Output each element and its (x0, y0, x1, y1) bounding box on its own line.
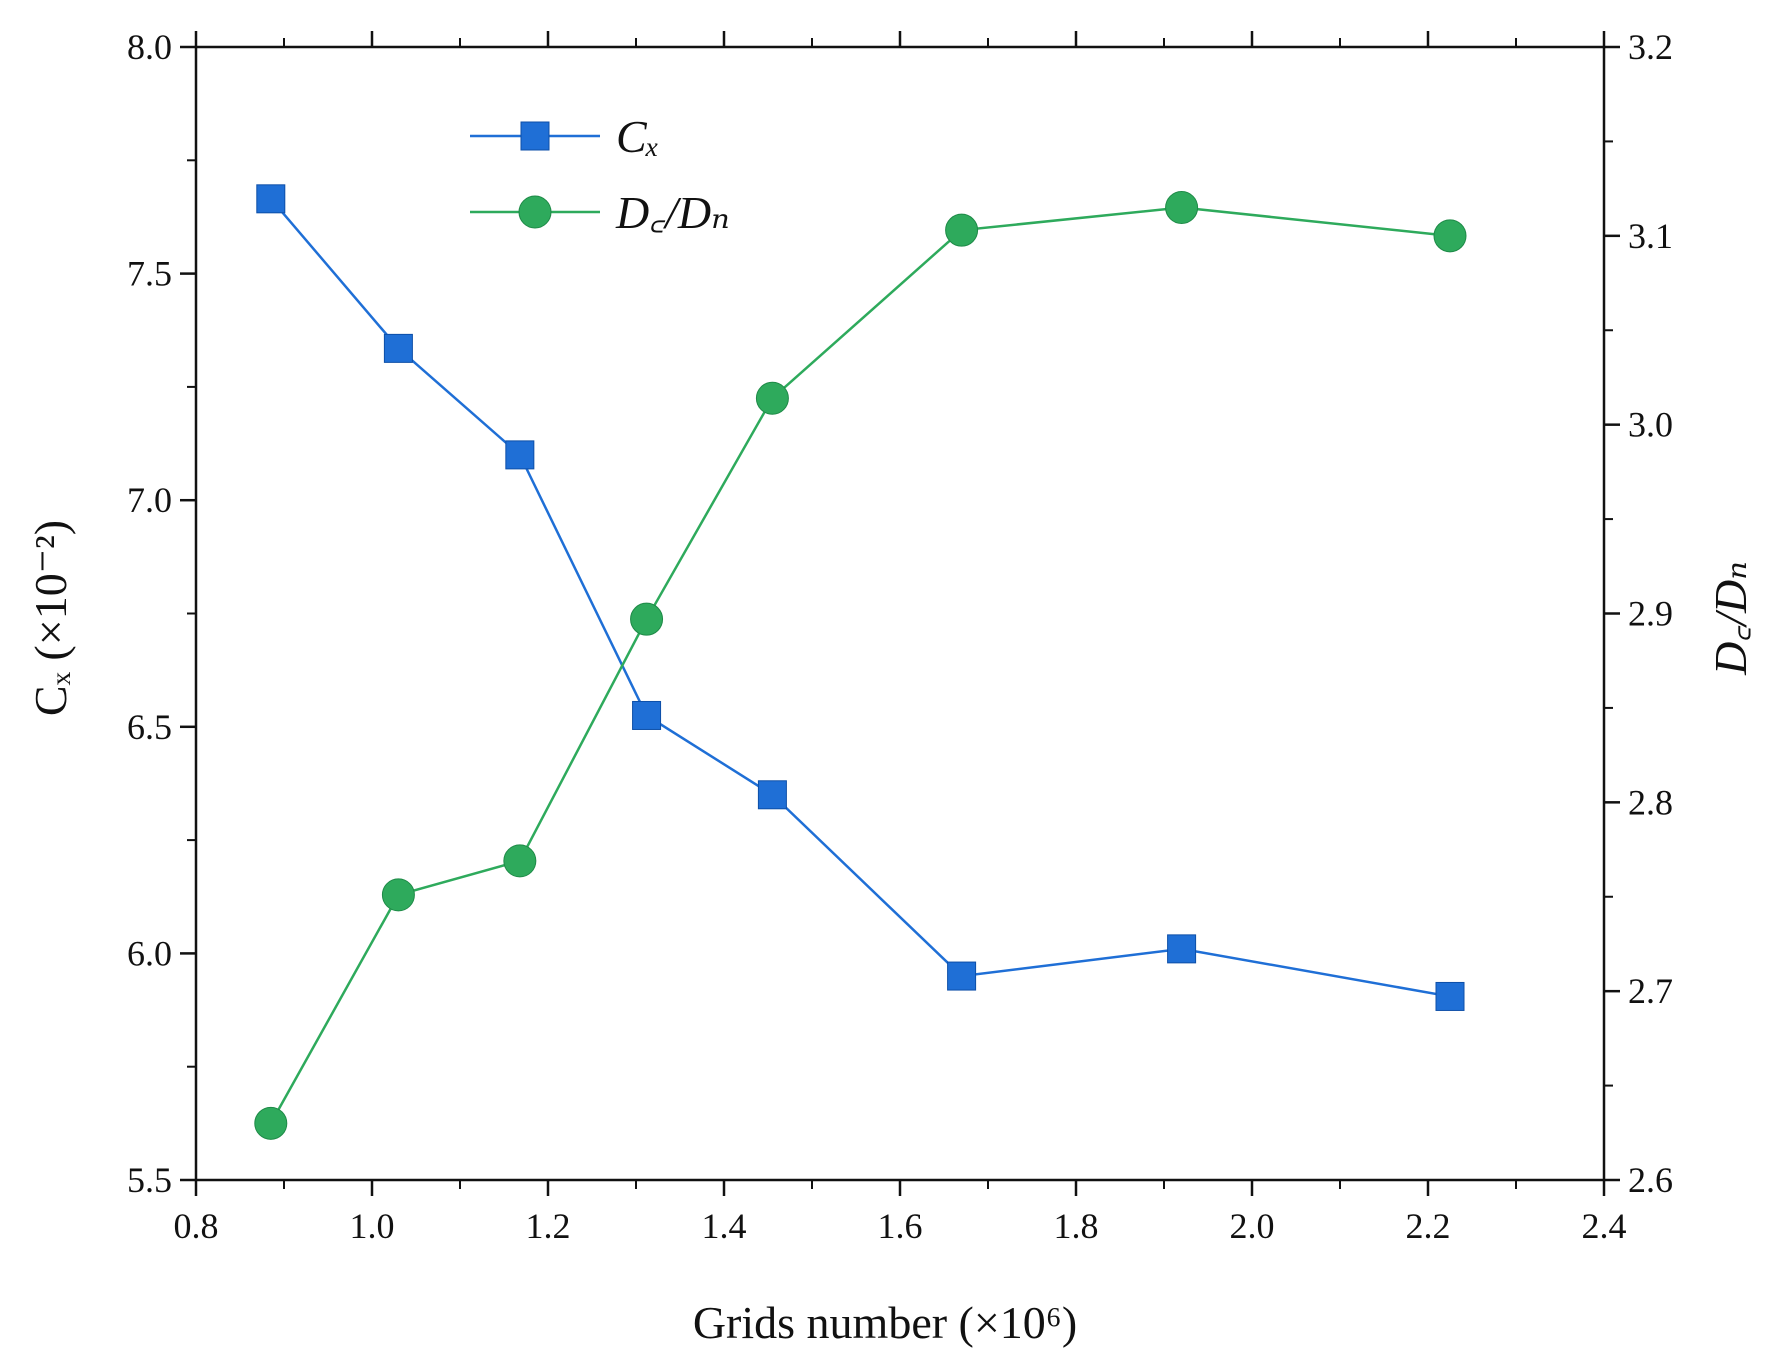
data-point-circle (1433, 219, 1467, 253)
data-point-circle (1165, 191, 1199, 225)
data-point-circle (503, 844, 537, 878)
data-point-circle (381, 878, 415, 912)
y-right-tick-label: 2.7 (1628, 971, 1673, 1011)
x-axis-title: Grids number (×10⁶) (693, 1297, 1077, 1348)
data-point-square (505, 440, 535, 470)
x-tick-label: 1.8 (1054, 1206, 1099, 1246)
legend-item-dc-dn: D꜀/Dₙ (470, 187, 730, 238)
y-right-tick-label: 3.0 (1628, 405, 1673, 445)
legend-label: Cₓ (616, 111, 660, 162)
y-left-tick-label: 7.5 (127, 254, 172, 294)
series-cx (256, 184, 1465, 1011)
x-tick-label: 1.4 (702, 1206, 747, 1246)
y-right-tick-label: 3.2 (1628, 27, 1673, 67)
x-tick-label: 1.2 (526, 1206, 571, 1246)
data-point-square (947, 961, 977, 991)
y-left-tick-label: 5.5 (127, 1160, 172, 1200)
x-tick-label: 2.2 (1406, 1206, 1451, 1246)
data-point-circle (755, 381, 789, 415)
x-tick-label: 2.0 (1230, 1206, 1275, 1246)
data-point-circle (254, 1106, 288, 1140)
x-tick-label: 0.8 (174, 1206, 219, 1246)
plot-frame (194, 45, 1606, 1182)
y-left-tick-label: 7.0 (127, 480, 172, 520)
axes-layer: 0.8 1.0 1.2 1.4 1.6 1.8 2.0 2.2 2.4 5.5 6.0 6.5 7.0 7… (127, 27, 1673, 1246)
x-tick-label: 2.4 (1582, 1206, 1627, 1246)
y-left-axis-title: Cₓ (×10⁻²) (25, 520, 76, 716)
data-point-square (632, 700, 662, 730)
legend: Cₓ D꜀/Dₙ (470, 111, 730, 238)
y-right-tick-label: 2.6 (1628, 1160, 1673, 1200)
data-point-square (1167, 934, 1197, 964)
y-left-tick-label: 8.0 (127, 27, 172, 67)
data-point-circle (945, 213, 979, 247)
x-tick-label: 1.6 (878, 1206, 923, 1246)
data-point-square (757, 780, 787, 810)
series-line (269, 198, 1451, 998)
x-tick-label: 1.0 (350, 1206, 395, 1246)
series-dc-dn (254, 191, 1467, 1140)
y-left-tick-label: 6.5 (127, 707, 172, 747)
data-point-square (256, 184, 286, 214)
legend-item-cx: Cₓ (470, 111, 660, 162)
data-point-square (1435, 981, 1465, 1011)
y-right-tick-label: 3.1 (1628, 216, 1673, 256)
y-right-tick-label: 2.8 (1628, 782, 1673, 822)
legend-marker-circle (518, 195, 552, 229)
y-right-axis-title: D꜀/Dₙ (1705, 561, 1756, 676)
series-line (269, 206, 1451, 1124)
data-point-square (383, 333, 413, 363)
y-left-tick-label: 6.0 (127, 933, 172, 973)
legend-label: D꜀/Dₙ (615, 187, 730, 238)
data-point-circle (630, 602, 664, 636)
legend-marker-square (520, 121, 550, 151)
y-right-tick-label: 2.9 (1628, 594, 1673, 634)
series-layer (254, 184, 1467, 1140)
axis-titles: Grids number (×10⁶) Cₓ (×10⁻²) D꜀/Dₙ (25, 520, 1756, 1348)
